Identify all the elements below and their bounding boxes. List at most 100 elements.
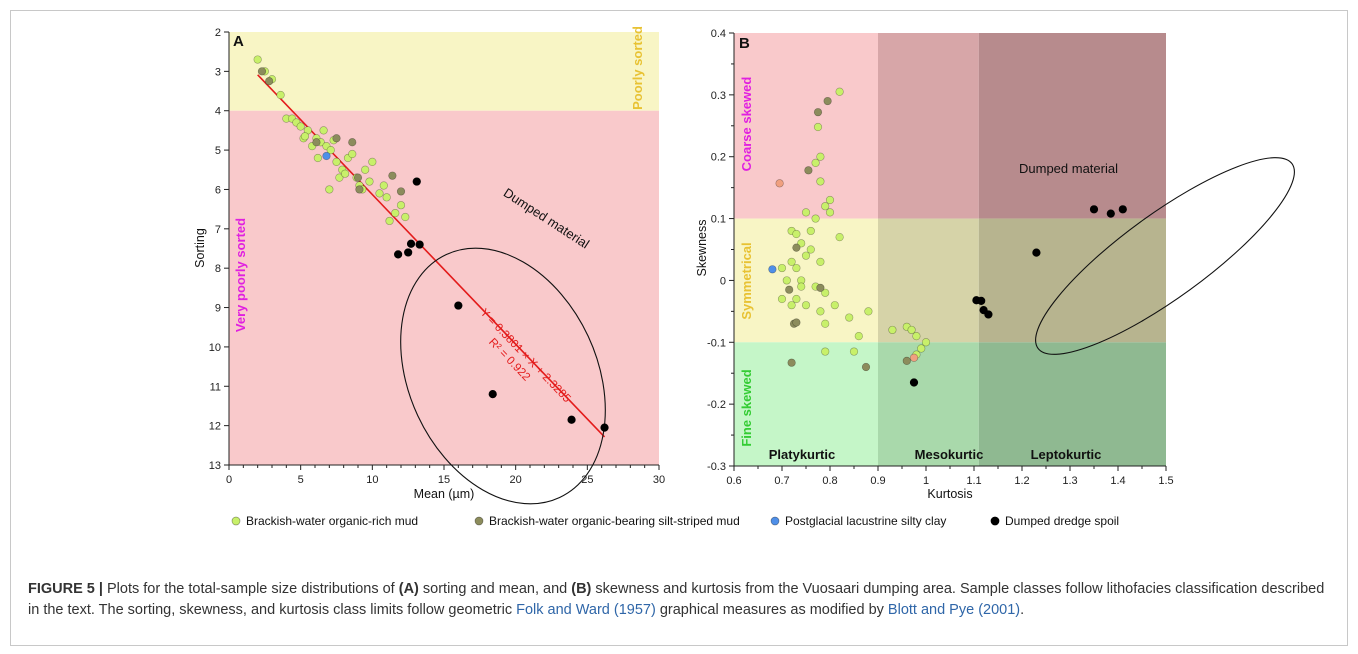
citation-link-folk-ward[interactable]: Folk and Ward (1957)	[516, 602, 656, 618]
legend-entry: Brackish-water organic-bearing silt-stri…	[489, 514, 740, 528]
y-tick-label: 9	[215, 303, 221, 315]
data-point	[813, 108, 823, 117]
dumped-material-ellipse-b	[1035, 157, 1295, 355]
panel-b-points	[768, 87, 1127, 387]
figure-label: FIGURE 5 |	[28, 581, 103, 597]
data-point	[821, 202, 830, 211]
data-point	[811, 214, 820, 223]
data-point	[296, 122, 305, 131]
data-point	[806, 226, 815, 236]
data-point	[313, 153, 322, 163]
data-point	[825, 208, 835, 217]
data-point	[341, 169, 350, 178]
data-point	[454, 301, 463, 310]
x-tick-label: 1.5	[1158, 475, 1173, 487]
caption-panel-b-ref: (B)	[571, 581, 592, 597]
data-point	[912, 332, 921, 341]
data-point	[406, 239, 416, 248]
y-tick-label: 12	[209, 421, 221, 433]
data-point	[488, 390, 497, 399]
data-point	[821, 319, 830, 328]
data-point	[348, 138, 357, 147]
data-point	[825, 195, 835, 205]
y-tick-label: 6	[215, 184, 221, 196]
label-mesokurtic: Mesokurtic	[915, 447, 984, 462]
data-point	[777, 294, 787, 304]
data-point	[835, 87, 844, 96]
data-point	[888, 325, 897, 335]
panel-a-x-axis-label: Mean (µm)	[414, 487, 475, 501]
legend-marker	[770, 516, 780, 526]
x-tick-label: 0.6	[726, 475, 741, 487]
citation-link-blott-pye[interactable]: Blott and Pye (2001)	[887, 602, 1021, 618]
data-point	[816, 152, 825, 161]
legend-marker	[474, 516, 484, 526]
y-tick-label: 0.4	[711, 28, 726, 40]
y-tick-label: 0.3	[711, 90, 726, 102]
caption-text: sorting and mean, and	[418, 581, 572, 597]
data-point	[823, 96, 832, 106]
caption-text: Plots for the total-sample size distribu…	[102, 581, 399, 597]
data-point	[412, 177, 421, 186]
data-point	[1089, 205, 1099, 214]
data-point	[391, 208, 400, 218]
data-point	[332, 157, 341, 166]
data-point	[257, 67, 267, 76]
data-point	[782, 276, 791, 285]
data-point	[811, 158, 820, 167]
data-point	[600, 423, 609, 432]
class-band	[734, 33, 878, 219]
panel-b-y-axis-label: Skewness	[695, 220, 709, 277]
data-point	[813, 122, 823, 132]
panel-a-axes: 2 3 4 5 6 7 8 9 10 11 12 13 0 5 10 15 20 25 30	[209, 27, 665, 486]
x-tick-label: 1.2	[1014, 475, 1029, 487]
x-tick-label: 0.7	[774, 475, 789, 487]
data-point	[830, 301, 839, 310]
data-point	[792, 243, 801, 252]
data-point	[849, 347, 859, 356]
x-tick-label: 1.1	[966, 475, 981, 487]
data-point	[1118, 205, 1127, 214]
data-point	[777, 263, 787, 273]
x-tick-label: 25	[581, 474, 593, 486]
data-point	[806, 245, 815, 254]
data-point	[365, 177, 374, 186]
data-point	[382, 193, 391, 202]
data-point	[845, 313, 854, 322]
data-point	[785, 285, 794, 294]
data-point	[902, 356, 911, 365]
y-tick-label: 2	[215, 27, 221, 39]
y-tick-label: 0.1	[711, 214, 726, 226]
data-point	[332, 134, 341, 143]
y-tick-label: 0	[720, 275, 726, 287]
data-point	[388, 171, 397, 180]
data-point	[821, 288, 830, 297]
data-point	[253, 55, 262, 64]
x-tick-label: 1.3	[1062, 475, 1077, 487]
y-tick-label: 13	[209, 460, 221, 472]
dumped-material-ellipse	[400, 247, 606, 505]
y-tick-label: 7	[215, 224, 221, 236]
caption-text: graphical measures as modified by	[655, 602, 888, 618]
data-point	[816, 257, 825, 266]
class-band	[878, 342, 979, 466]
data-point	[804, 166, 813, 175]
label-coarse-skewed: Coarse skewed	[739, 77, 754, 172]
data-point	[775, 179, 784, 188]
y-tick-label: 8	[215, 263, 221, 275]
data-point	[787, 358, 796, 367]
data-point	[1106, 209, 1115, 218]
x-tick-label: 5	[298, 474, 304, 486]
data-point	[325, 185, 334, 194]
class-band	[734, 342, 878, 466]
data-point	[385, 216, 394, 226]
data-point	[375, 189, 384, 198]
y-tick-label: -0.2	[707, 399, 726, 411]
data-point	[917, 344, 926, 353]
data-point	[567, 415, 576, 424]
data-point	[909, 378, 919, 387]
data-point	[319, 126, 328, 135]
data-point	[265, 77, 274, 86]
data-point	[835, 233, 844, 242]
